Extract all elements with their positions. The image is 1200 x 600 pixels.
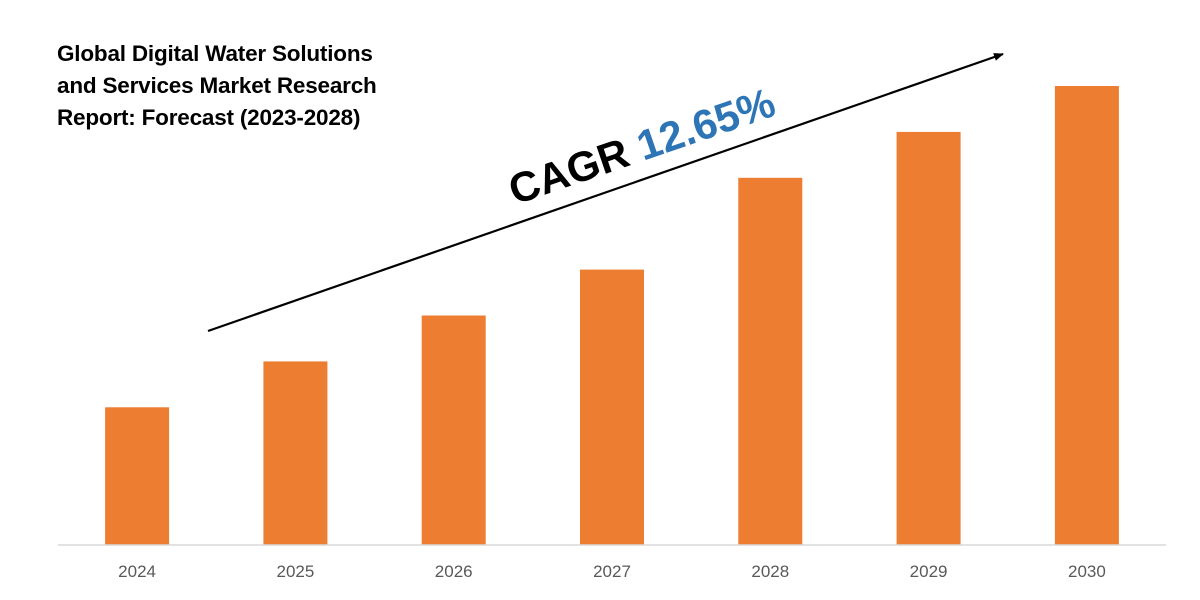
x-tick-label-2027: 2027: [593, 562, 631, 581]
x-tick-labels: 2024 2025 2026 2027 2028 2029 2030: [118, 562, 1106, 581]
bar-2025: [263, 361, 328, 545]
trend-arrow: [207, 52, 1004, 333]
x-tick-label-2030: 2030: [1068, 562, 1106, 581]
x-tick-label-2028: 2028: [751, 562, 789, 581]
chart-title-line-3: Report: Forecast (2023-2028): [57, 105, 361, 130]
x-tick-label-2026: 2026: [435, 562, 473, 581]
bar-2026: [421, 315, 486, 545]
bar-2027: [580, 269, 644, 545]
cagr-label: CAGR: [503, 129, 635, 214]
bar-2030: [1054, 86, 1119, 545]
x-tick-label-2024: 2024: [118, 562, 156, 581]
x-tick-label-2025: 2025: [276, 562, 314, 581]
chart-title-line-1: Global Digital Water Solutions: [57, 41, 373, 66]
chart-title: Global Digital Water Solutions and Servi…: [57, 38, 437, 134]
bar-2029: [896, 131, 961, 545]
chart-title-line-2: and Services Market Research: [57, 73, 377, 98]
bar-2028: [738, 177, 803, 546]
bar-2024: [105, 407, 170, 545]
bars-layer: [105, 86, 1119, 546]
x-tick-label-2029: 2029: [910, 562, 948, 581]
cagr-value: 12.65%: [631, 79, 781, 170]
